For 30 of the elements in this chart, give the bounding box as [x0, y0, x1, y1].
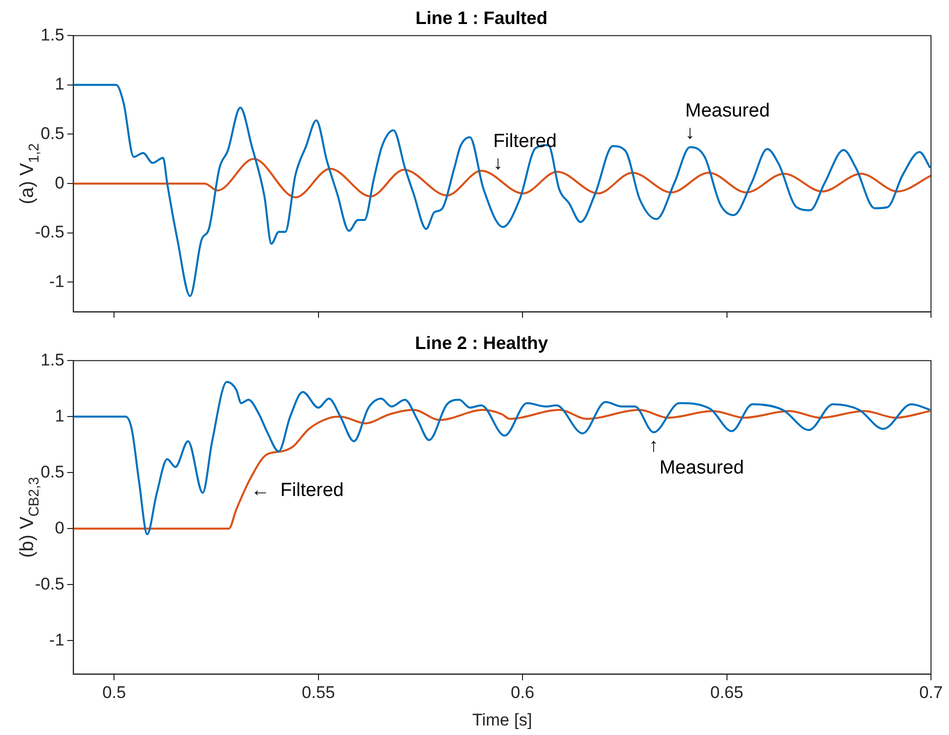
y-axis-title: (a) V1,2	[17, 143, 43, 204]
y-tick-label: 0.5	[40, 124, 64, 143]
y-axis-title: (b) VCB2,3	[17, 476, 43, 558]
chart-title: Line 2 : Healthy	[414, 332, 548, 353]
annotation: ← Filtered	[250, 480, 344, 501]
y-tick-label: 1	[54, 74, 64, 94]
y-tick-label: -1	[49, 630, 64, 650]
y-tick-label: 0	[54, 518, 64, 538]
x-tick-label: 0.7	[919, 683, 943, 702]
y-tick-label: 1.5	[40, 350, 64, 370]
chart-title: Line 1 : Faulted	[415, 8, 548, 28]
x-tick-label: 0.6	[510, 683, 534, 702]
y-tick-label: 1	[54, 406, 64, 426]
annotation: Filtered ↓	[493, 130, 557, 174]
x-tick-label: 0.65	[710, 683, 744, 702]
y-tick-label: -0.5	[34, 222, 64, 242]
line-series	[73, 84, 931, 298]
y-tick-label: 0	[54, 173, 64, 192]
y-tick-label: -1	[49, 272, 64, 291]
x-axis-title: Time [s]	[472, 710, 532, 730]
annotation: Measured ↓	[685, 100, 770, 144]
line-series	[73, 408, 931, 530]
y-tick-label: 1.5	[40, 25, 64, 44]
x-tick-label: 0.55	[302, 683, 335, 702]
x-tick-label: 0.5	[102, 683, 126, 702]
annotation: ↑ Measured	[648, 436, 744, 479]
line-series	[73, 158, 931, 198]
line-series	[73, 380, 931, 536]
y-tick-label: -0.5	[34, 574, 64, 594]
y-tick-label: 0.5	[40, 462, 64, 482]
